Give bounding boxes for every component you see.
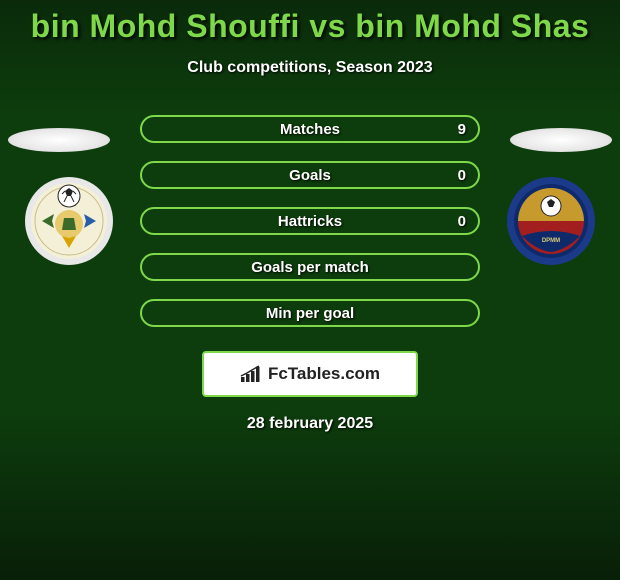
stat-row-matches: Matches 9 [140, 115, 480, 143]
stat-value-right: 0 [458, 213, 466, 230]
page-subtitle: Club competitions, Season 2023 [0, 59, 620, 77]
club-badge-left [24, 176, 114, 266]
stat-value-right: 9 [458, 121, 466, 138]
player-ellipse-right [510, 128, 612, 152]
stat-row-min-per-goal: Min per goal [140, 299, 480, 327]
site-name: FcTables.com [268, 364, 380, 384]
page-title: bin Mohd Shouffi vs bin Mohd Shas [0, 8, 620, 45]
stat-label: Min per goal [266, 305, 354, 322]
stat-label: Hattricks [278, 213, 342, 230]
stat-row-hattricks: Hattricks 0 [140, 207, 480, 235]
stat-label: Goals [289, 167, 331, 184]
player-ellipse-left [8, 128, 110, 152]
stat-row-goals-per-match: Goals per match [140, 253, 480, 281]
stat-label: Goals per match [251, 259, 369, 276]
stat-value-right: 0 [458, 167, 466, 184]
date-text: 28 february 2025 [0, 415, 620, 433]
club-badge-right: DPMM [506, 176, 596, 266]
stat-row-goals: Goals 0 [140, 161, 480, 189]
site-logo-box: FcTables.com [202, 351, 418, 397]
stat-label: Matches [280, 121, 340, 138]
chart-icon [240, 365, 262, 383]
svg-text:DPMM: DPMM [542, 238, 560, 244]
